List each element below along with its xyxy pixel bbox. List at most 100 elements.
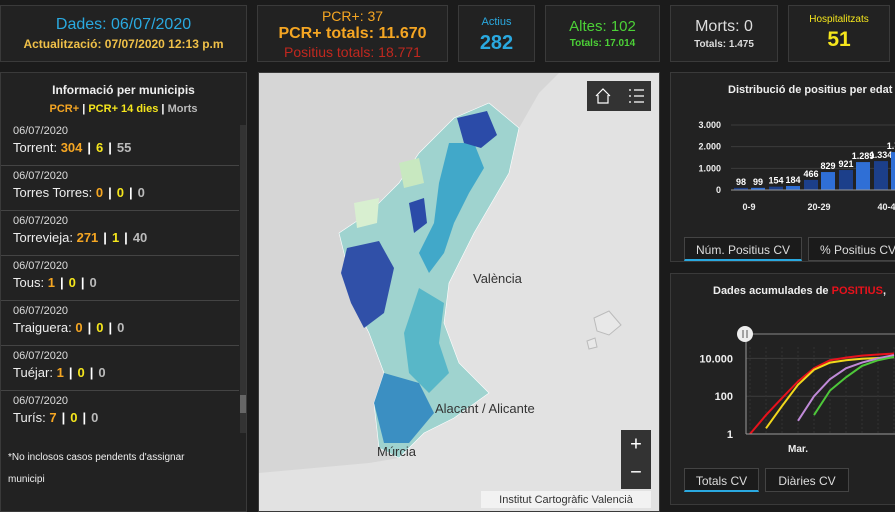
municipi-value: 40 <box>132 230 148 245</box>
municipi-value: 0 <box>95 185 104 200</box>
value-label: 1.750 <box>887 141 895 151</box>
pcr-card: PCR+: 37 PCR+ totals: 11.670 Positius to… <box>257 5 448 62</box>
municipi-date: 06/07/2020 <box>13 350 69 362</box>
title-tail: , <box>883 285 886 297</box>
x-tick-label: Mar. <box>788 444 808 455</box>
municipi-value: 7 <box>49 410 57 425</box>
positius-total: Positius totals: 18.771 <box>284 44 421 60</box>
tab[interactable]: Totals CV <box>684 468 759 492</box>
footnote: *No inclosos casos pendents d'assignar m… <box>8 452 185 485</box>
tab[interactable]: Diàries CV <box>765 468 849 492</box>
y-tick-label: 0 <box>716 185 721 195</box>
updated: Actualització: 07/07/2020 12:13 p.m <box>23 37 224 51</box>
municipi-name: Tous: <box>13 275 45 290</box>
municipi-date: 06/07/2020 <box>13 260 69 272</box>
municipi-name: Turís: <box>13 410 46 425</box>
municipi-value: 304 <box>60 140 83 155</box>
separator: | <box>61 410 66 425</box>
bar <box>786 186 800 190</box>
separator: | <box>124 230 128 245</box>
value-label: 829 <box>820 161 835 171</box>
map-label: Alacant / Alicante <box>435 401 535 416</box>
municipi-line: Torrevieja: 271 | 1 | 40 <box>13 230 147 245</box>
hosp-card: Hospitalitzats 51 <box>788 5 890 62</box>
separator: | <box>108 185 112 200</box>
value-label: 98 <box>736 177 746 187</box>
municipi-value: 0 <box>70 410 78 425</box>
municipi-list[interactable]: 06/07/2020 Torrent: 304 | 6 | 55 06/07/2020 Tor… <box>1 121 239 433</box>
municipi-date: 06/07/2020 <box>13 170 69 182</box>
municipis-title: Informació per municipis <box>52 83 195 97</box>
municipi-date: 06/07/2020 <box>13 305 69 317</box>
legend: PCR+ | PCR+ 14 dies | Morts <box>1 103 246 115</box>
hosp-value: 51 <box>827 28 851 51</box>
cumulative-panel: Dades acumulades de POSITIUS, 1 100 10.000… <box>670 273 895 505</box>
separator: | <box>128 185 133 200</box>
separator: | <box>108 140 112 155</box>
date: Dades: 06/07/2020 <box>55 16 192 33</box>
altes-total: Totals: 17.014 <box>569 38 636 49</box>
title-text: Dades acumulades de <box>713 285 829 297</box>
value-label: 184 <box>785 175 800 185</box>
bar <box>874 161 888 190</box>
bar <box>734 187 748 190</box>
y-tick-label: 1.000 <box>698 163 721 173</box>
morts: Morts: 0 <box>695 18 753 35</box>
actius-label: Actius <box>481 16 512 28</box>
zoom-out[interactable]: − <box>630 461 642 483</box>
municipi-line: Torres Torres: 0 | 0 | 0 <box>13 185 145 200</box>
value-label: 154 <box>768 176 783 186</box>
municipi-value: 0 <box>96 320 104 335</box>
age-chart: Distribució de positius per edat 0 1.000 2… <box>698 84 895 212</box>
municipi-value: 0 <box>77 365 85 380</box>
slider-handle[interactable] <box>737 326 753 342</box>
municipi-name: Torrevieja: <box>13 230 73 245</box>
municipi-value: 0 <box>75 320 83 335</box>
value-label: 921 <box>838 159 853 169</box>
legend-morts: Morts <box>167 103 198 115</box>
tab[interactable]: Núm. Positius CV <box>684 237 802 261</box>
map[interactable]: València Alacant / Alicante Múrcia + − I… <box>259 73 660 512</box>
municipi-line: Turís: 7 | 0 | 0 <box>13 410 98 425</box>
separator: | <box>68 365 73 380</box>
attribution: Institut Cartogràfic Valencià <box>499 494 634 506</box>
cumulative-chart: Dades acumulades de POSITIUS, 1 100 10.000… <box>699 285 895 455</box>
separator: | <box>82 410 87 425</box>
municipi-line: Tuéjar: 1 | 0 | 0 <box>13 365 106 380</box>
separator: | <box>87 320 92 335</box>
morts-total: Totals: 1.475 <box>694 39 754 50</box>
x-tick-label: 20-29 <box>807 202 830 212</box>
separator: | <box>87 140 92 155</box>
value-label: 99 <box>753 177 763 187</box>
line <box>765 356 895 429</box>
municipi-value: 0 <box>116 185 124 200</box>
municipi-value: 1 <box>47 275 55 290</box>
scrollbar[interactable] <box>240 125 246 433</box>
municipi-item: 06/07/2020 Traiguera: 0 | 0 | 0 <box>1 301 239 346</box>
zoom-controls[interactable] <box>621 430 651 489</box>
municipi-value: 6 <box>96 140 104 155</box>
tab[interactable]: % Positius CV <box>808 237 895 261</box>
value-label: 1.289 <box>852 151 875 161</box>
date-card: Dades: 06/07/2020 Actualització: 07/07/2… <box>0 5 247 62</box>
y-tick-label: 2.000 <box>698 142 721 152</box>
municipi-item: 06/07/2020 Turís: 7 | 0 | 0 <box>1 391 239 433</box>
separator: | <box>59 275 64 290</box>
bar <box>769 186 783 190</box>
municipi-item: 06/07/2020 Tous: 1 | 0 | 0 <box>1 256 239 301</box>
municipi-item: 06/07/2020 Tuéjar: 1 | 0 | 0 <box>1 346 239 391</box>
municipi-name: Tuéjar: <box>13 365 53 380</box>
bar <box>891 152 895 190</box>
map-label: València <box>473 271 523 286</box>
zoom-in[interactable]: + <box>630 433 642 455</box>
municipi-line: Tous: 1 | 0 | 0 <box>13 275 97 290</box>
altes: Altes: 102 <box>569 18 636 35</box>
legend-sep: | <box>161 103 165 115</box>
y-tick-label: 3.000 <box>698 120 721 130</box>
municipi-name: Torres Torres: <box>13 185 93 200</box>
municipi-value: 0 <box>117 320 125 335</box>
legend-sep: | <box>82 103 86 115</box>
municipi-item: 06/07/2020 Torrevieja: 271 | 1 | 40 <box>1 211 239 256</box>
municipi-date: 06/07/2020 <box>13 215 69 227</box>
map-label: Múrcia <box>377 444 417 459</box>
